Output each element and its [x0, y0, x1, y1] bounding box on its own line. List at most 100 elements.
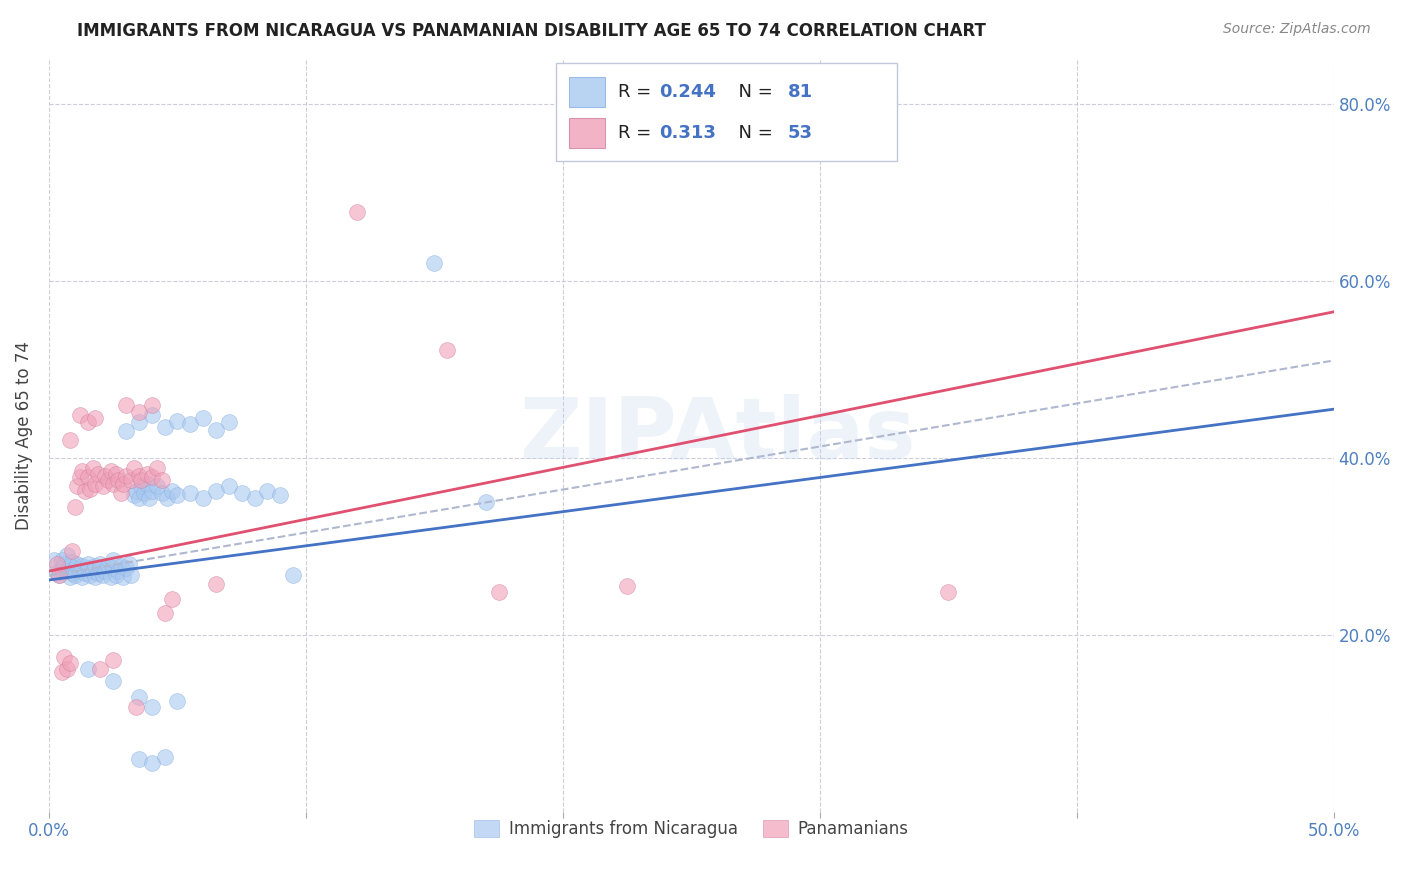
Point — [205, 484, 228, 499]
Point — [141, 398, 163, 412]
Point — [141, 756, 163, 771]
Point — [103, 477, 125, 491]
Point — [103, 552, 125, 566]
Point — [112, 477, 135, 491]
Point — [135, 477, 157, 491]
Point — [153, 750, 176, 764]
Point — [76, 416, 98, 430]
Text: Source: ZipAtlas.com: Source: ZipAtlas.com — [1223, 22, 1371, 37]
Point — [66, 557, 89, 571]
Point — [205, 576, 228, 591]
Point — [66, 479, 89, 493]
Point — [231, 486, 253, 500]
Point — [146, 479, 169, 493]
Point — [346, 204, 368, 219]
Point — [97, 558, 120, 573]
Text: N =: N = — [727, 83, 779, 101]
Point — [100, 570, 122, 584]
Text: IMMIGRANTS FROM NICARAGUA VS PANAMANIAN DISABILITY AGE 65 TO 74 CORRELATION CHAR: IMMIGRANTS FROM NICARAGUA VS PANAMANIAN … — [77, 22, 986, 40]
Point — [58, 558, 80, 573]
Point — [115, 561, 138, 575]
Point — [166, 694, 188, 708]
Point — [474, 495, 496, 509]
Point — [122, 461, 145, 475]
Point — [103, 561, 125, 575]
Point — [76, 661, 98, 675]
Point — [84, 411, 107, 425]
Point — [162, 484, 184, 499]
Point — [423, 256, 446, 270]
Point — [53, 650, 76, 665]
Point — [125, 484, 148, 499]
Point — [141, 470, 163, 484]
Point — [128, 491, 150, 505]
Text: ZIPAtlas: ZIPAtlas — [519, 394, 915, 477]
Point — [191, 491, 214, 505]
Point — [63, 567, 86, 582]
Point — [87, 566, 110, 580]
Point — [153, 606, 176, 620]
Point — [179, 417, 201, 432]
Point — [63, 561, 86, 575]
Point — [269, 488, 291, 502]
Point — [72, 464, 94, 478]
Point — [104, 467, 127, 481]
Point — [51, 552, 73, 566]
Point — [69, 470, 91, 484]
Point — [141, 484, 163, 499]
Point — [56, 564, 79, 578]
Point — [73, 484, 96, 499]
Point — [76, 470, 98, 484]
Point — [51, 561, 73, 575]
Point — [179, 486, 201, 500]
Point — [156, 491, 179, 505]
Point — [141, 409, 163, 423]
Point — [53, 557, 76, 571]
Point — [115, 425, 138, 439]
Point — [84, 570, 107, 584]
Point — [218, 416, 240, 430]
Point — [141, 700, 163, 714]
Point — [56, 548, 79, 562]
Point — [117, 557, 139, 571]
Point — [76, 561, 98, 575]
Point — [488, 585, 510, 599]
Point — [45, 557, 67, 571]
Point — [128, 405, 150, 419]
Point — [166, 414, 188, 428]
Point — [51, 665, 73, 679]
Point — [82, 461, 104, 475]
Point — [616, 579, 638, 593]
Point — [135, 467, 157, 481]
Point — [122, 488, 145, 502]
Point — [128, 468, 150, 483]
Point — [82, 564, 104, 578]
Point — [45, 566, 67, 580]
Point — [60, 543, 83, 558]
Point — [243, 491, 266, 505]
Point — [42, 552, 65, 566]
Text: N =: N = — [727, 124, 779, 142]
Point — [131, 479, 153, 493]
Point — [112, 570, 135, 584]
Point — [91, 567, 114, 582]
Point — [91, 479, 114, 493]
Point — [256, 484, 278, 499]
Point — [936, 585, 959, 599]
Point — [110, 558, 132, 573]
FancyBboxPatch shape — [557, 63, 897, 161]
Text: 53: 53 — [787, 124, 813, 142]
Point — [103, 653, 125, 667]
Point — [89, 557, 111, 571]
Point — [205, 423, 228, 437]
Point — [94, 564, 117, 578]
Y-axis label: Disability Age 65 to 74: Disability Age 65 to 74 — [15, 342, 32, 530]
Point — [48, 567, 70, 582]
Point — [60, 555, 83, 569]
Point — [100, 464, 122, 478]
Point — [69, 409, 91, 423]
Point — [58, 433, 80, 447]
Point — [131, 473, 153, 487]
Point — [73, 566, 96, 580]
Point — [132, 486, 155, 500]
